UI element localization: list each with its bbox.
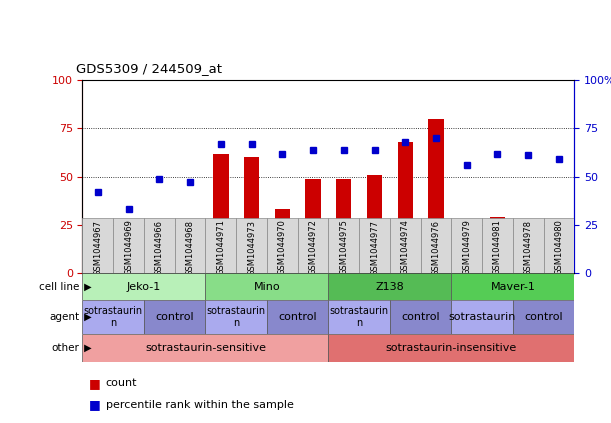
Bar [482,218,513,273]
Text: GSM1044979: GSM1044979 [463,220,471,275]
Text: sotrastaurin
n: sotrastaurin n [207,306,266,328]
Bar [183,252,198,273]
Bar [152,250,167,273]
Text: agent: agent [49,312,79,322]
Text: ■: ■ [89,398,100,411]
Bar [521,223,536,273]
Bar [144,218,175,273]
Text: sotrastaurin: sotrastaurin [448,312,516,322]
Text: GSM1044966: GSM1044966 [155,220,164,275]
Bar [398,142,413,273]
Bar [452,300,513,334]
Bar [367,175,382,273]
Bar [329,273,452,300]
Bar [213,154,229,273]
Bar [390,300,452,334]
Text: percentile rank within the sample: percentile rank within the sample [106,400,293,409]
Bar [244,157,259,273]
Text: control: control [279,312,317,322]
Text: GSM1044968: GSM1044968 [186,220,194,275]
Text: sotrastaurin
n: sotrastaurin n [329,306,389,328]
Text: GSM1044973: GSM1044973 [247,220,256,275]
Bar [274,209,290,273]
Text: GSM1044976: GSM1044976 [431,220,441,275]
Bar [452,273,574,300]
Text: GSM1044975: GSM1044975 [339,220,348,275]
Bar [205,218,236,273]
Bar [420,218,452,273]
Text: count: count [106,378,137,388]
Bar [236,218,267,273]
Text: sotrastaurin
n: sotrastaurin n [84,306,143,328]
Bar [390,218,420,273]
Bar [452,218,482,273]
Bar [459,232,474,273]
Text: Jeko-1: Jeko-1 [127,282,161,291]
Bar [113,218,144,273]
Bar [329,300,390,334]
Bar [329,218,359,273]
Text: GSM1044967: GSM1044967 [93,220,103,275]
Bar [298,218,328,273]
Text: GSM1044969: GSM1044969 [124,220,133,275]
Bar [205,300,267,334]
Text: GSM1044977: GSM1044977 [370,220,379,275]
Bar [329,334,574,362]
Bar [336,179,351,273]
Text: GSM1044980: GSM1044980 [554,220,563,275]
Bar [551,225,566,273]
Bar [513,300,574,334]
Bar [306,179,321,273]
Bar [82,300,144,334]
Text: ▶: ▶ [81,312,91,322]
Text: GSM1044978: GSM1044978 [524,220,533,275]
Text: Z138: Z138 [376,282,404,291]
Bar [428,119,444,273]
Text: ▶: ▶ [81,343,91,353]
Text: GSM1044974: GSM1044974 [401,220,410,275]
Text: cell line: cell line [39,282,79,291]
Bar [82,334,329,362]
Bar [544,218,574,273]
Text: GSM1044972: GSM1044972 [309,220,318,275]
Text: control: control [401,312,440,322]
Text: ▶: ▶ [81,282,91,291]
Bar [82,273,205,300]
Text: other: other [51,343,79,353]
Bar [359,218,390,273]
Text: GDS5309 / 244509_at: GDS5309 / 244509_at [76,62,222,75]
Bar [267,218,298,273]
Bar [144,300,205,334]
Bar [82,218,113,273]
Bar [90,258,106,273]
Bar [513,218,544,273]
Text: GSM1044981: GSM1044981 [493,220,502,275]
Text: control: control [524,312,563,322]
Text: GSM1044970: GSM1044970 [278,220,287,275]
Text: control: control [155,312,194,322]
Text: Mino: Mino [254,282,280,291]
Text: ■: ■ [89,376,100,390]
Text: Maver-1: Maver-1 [491,282,535,291]
Bar [267,300,329,334]
Bar [205,273,328,300]
Text: sotrastaurin-insensitive: sotrastaurin-insensitive [386,343,517,353]
Text: sotrastaurin-sensitive: sotrastaurin-sensitive [145,343,266,353]
Bar [175,218,205,273]
Bar [490,217,505,273]
Text: GSM1044971: GSM1044971 [216,220,225,275]
Bar [121,263,136,273]
